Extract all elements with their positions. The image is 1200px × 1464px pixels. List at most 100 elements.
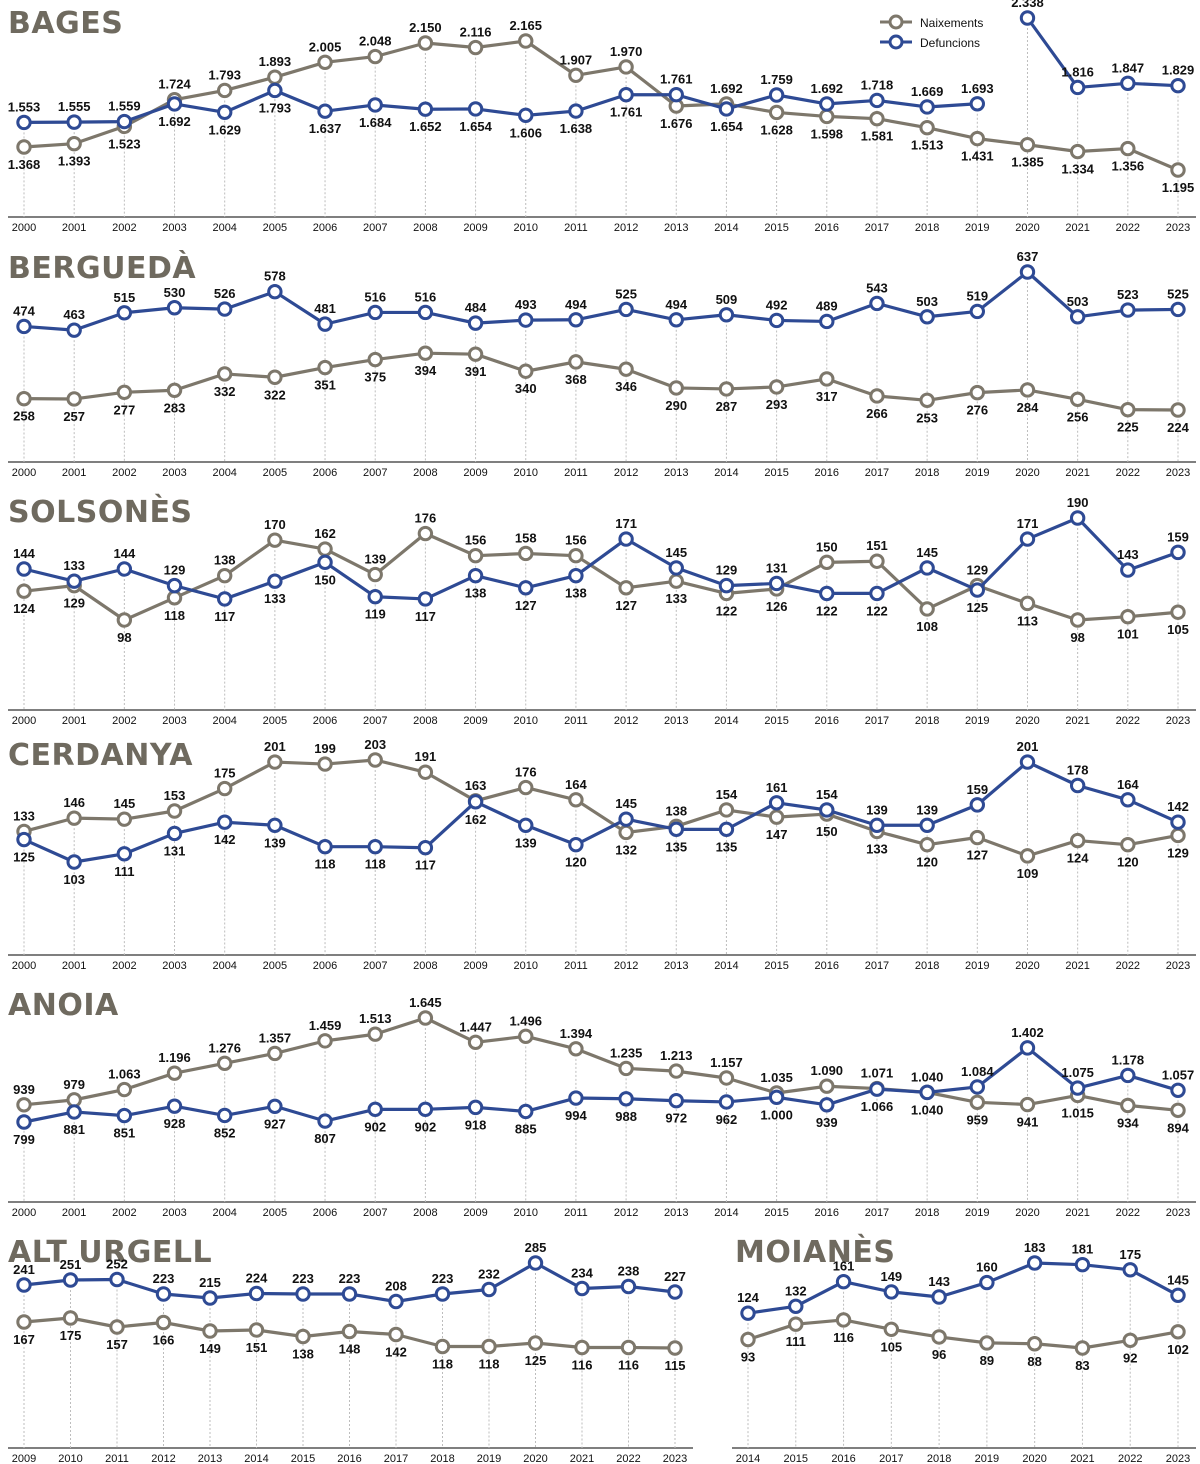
tick-label-anoia-2021: 2021 [1065,1207,1089,1219]
point-solsones-births-2006 [317,541,333,557]
data-label-bages-deaths-2013: 1.761 [660,72,693,87]
data-label-anoia-births-2023: 894 [1167,1120,1189,1135]
point-solsones-births-2012 [618,580,634,596]
tick-label-moianes-2018: 2018 [927,1453,951,1464]
point-bages-deaths-2006 [317,103,333,119]
data-label-solsones-deaths-2003: 129 [164,563,186,578]
point-anoia-births-2016 [819,1078,835,1094]
data-label-alt-urgell-deaths-2012: 223 [153,1271,175,1286]
point-anoia-births-2023 [1170,1102,1186,1119]
point-bergueda-births-2015 [768,379,785,395]
point-alt-urgell-births-2015 [295,1328,311,1345]
data-label-cerdanya-deaths-2012: 145 [615,796,637,811]
data-label-solsones-births-2005: 170 [264,517,286,532]
point-bergueda-births-2000 [16,390,32,407]
tick-label-anoia-2000: 2000 [12,1207,36,1219]
data-label-cerdanya-births-2021: 124 [1067,851,1089,866]
data-label-alt-urgell-births-2012: 166 [153,1333,175,1348]
point-bergueda-births-2013 [668,380,684,396]
data-label-bergueda-births-2002: 277 [113,402,135,417]
data-label-cerdanya-births-2014: 154 [716,787,738,802]
tick-label-moianes-2014: 2014 [736,1453,760,1464]
point-cerdanya-births-2007 [367,752,383,768]
series-line-moianes-deaths [747,1261,1179,1315]
tick-label-cerdanya-2013: 2013 [664,960,688,972]
tick-label-bages-2010: 2010 [513,222,537,234]
data-label-moianes-deaths-2023: 145 [1167,1272,1189,1287]
tick-label-bages-2013: 2013 [664,222,688,234]
point-anoia-births-2020 [1019,1096,1036,1113]
data-label-bergueda-deaths-2002: 515 [113,290,135,305]
point-moianes-deaths-2016 [835,1274,852,1290]
data-label-moianes-deaths-2019: 160 [976,1260,998,1275]
data-label-anoia-births-2017: 1.071 [861,1066,894,1081]
data-label-cerdanya-deaths-2022: 164 [1117,777,1139,792]
point-bergueda-births-2009 [467,346,484,362]
point-anoia-births-2003 [166,1065,183,1081]
tick-label-anoia-2020: 2020 [1015,1207,1039,1219]
point-bages-births-2008 [417,35,434,51]
data-label-anoia-deaths-2014: 962 [716,1112,738,1127]
data-label-moianes-deaths-2022: 175 [1119,1247,1141,1262]
tick-label-alt-urgell-2009: 2009 [12,1453,36,1464]
point-moianes-deaths-2015 [788,1298,804,1315]
point-moianes-births-2018 [931,1329,947,1345]
data-label-anoia-births-2016: 1.090 [811,1063,844,1078]
chart-panel-bergueda: BERGUEDÀ 2000 2001 2002 2003 2004 2005 2006 2007… [8,249,1196,479]
panel-title-solsones: SOLSONÈS [8,494,193,530]
point-anoia-deaths-2015 [768,1089,785,1105]
tick-label-bergueda-2010: 2010 [513,467,537,479]
series-line-bergueda-deaths [23,270,1179,332]
point-alt-urgell-births-2012 [155,1314,172,1331]
point-bages-births-2012 [618,59,634,75]
tick-label-alt-urgell-2017: 2017 [384,1453,408,1464]
data-label-anoia-deaths-2017: 1.066 [861,1099,894,1114]
tick-label-solsones-2014: 2014 [714,715,738,727]
point-bergueda-deaths-2014 [718,307,735,323]
point-cerdanya-deaths-2005 [267,817,283,833]
data-label-anoia-deaths-2012: 988 [615,1109,637,1124]
point-solsones-births-2000 [16,583,32,599]
tick-label-anoia-2007: 2007 [363,1207,387,1219]
data-label-cerdanya-deaths-2020: 201 [1017,739,1039,754]
point-anoia-births-2011 [568,1041,584,1057]
data-label-bergueda-births-2000: 258 [13,409,35,424]
series-line-bages-deaths-2 [1026,17,1179,90]
tick-label-solsones-2003: 2003 [162,715,186,727]
data-label-bergueda-births-2017: 266 [866,406,888,421]
data-label-bergueda-births-2006: 351 [314,378,336,393]
point-bages-births-2016 [819,108,835,125]
data-label-moianes-deaths-2018: 143 [928,1274,950,1289]
point-bages-deaths-2001 [66,114,82,130]
point-anoia-deaths-2009 [467,1099,484,1116]
point-moianes-deaths-2020 [1026,1255,1043,1271]
series-line-solsones-births [23,531,1179,622]
data-label-bergueda-births-2013: 290 [665,398,687,413]
point-alt-urgell-births-2017 [388,1326,404,1343]
tick-label-bages-2007: 2007 [363,222,387,234]
data-label-anoia-deaths-2000: 799 [13,1132,35,1147]
tick-label-bages-2001: 2001 [62,222,86,234]
point-bergueda-births-2001 [66,391,82,407]
data-label-anoia-births-2009: 1.447 [459,1019,492,1034]
point-cerdanya-births-2002 [116,811,133,827]
data-label-anoia-births-2013: 1.213 [660,1048,693,1063]
point-solsones-deaths-2002 [116,561,133,577]
data-label-moianes-births-2015: 111 [786,1334,806,1349]
point-anoia-births-2005 [267,1045,283,1062]
point-anoia-deaths-2012 [618,1091,634,1107]
point-bages-deaths-2017 [869,92,885,109]
data-label-bergueda-deaths-2019: 519 [966,288,988,303]
point-solsones-deaths-2017 [869,585,885,602]
data-label-bages-deaths-2007: 1.684 [359,115,392,130]
point-solsones-births-2004 [216,567,233,584]
point-cerdanya-births-2001 [66,810,82,826]
tick-label-anoia-2004: 2004 [212,1207,236,1219]
tick-label-solsones-2000: 2000 [12,715,36,727]
point-solsones-deaths-2011 [568,567,584,584]
data-label-anoia-births-2002: 1.063 [108,1067,141,1082]
point-cerdanya-deaths-2009 [467,794,484,810]
point-bergueda-deaths-2012 [618,301,634,318]
data-label-bergueda-births-2022: 225 [1117,420,1139,435]
point-solsones-deaths-2006 [317,554,333,571]
